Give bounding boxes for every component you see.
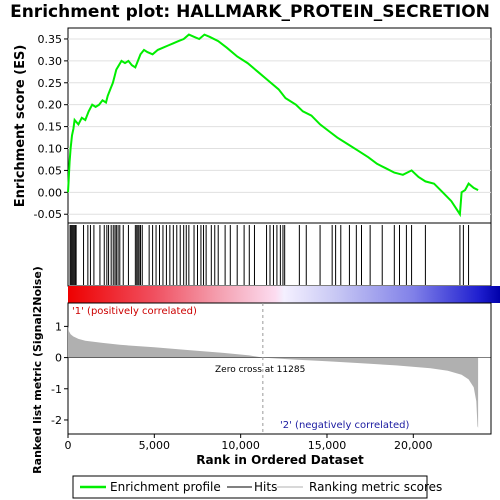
xtick-label: 5,000	[139, 439, 171, 452]
rank-color-bar-fill	[68, 286, 500, 303]
metric-ytick-label: 0	[55, 352, 62, 365]
metric-xticks: 0 5,000 10,000 15,000 20,000	[65, 434, 433, 452]
es-y-axis-label: Enrichment score (ES)	[13, 45, 28, 208]
metric-panel-frame	[67, 302, 492, 435]
es-ytick-label: 0.20	[38, 99, 63, 112]
es-ytick-label: -0.05	[34, 208, 62, 221]
es-ytick-label: 0.25	[38, 77, 63, 90]
legend: Enrichment profile Hits Ranking metric s…	[72, 475, 442, 499]
xtick-label: 0	[65, 439, 72, 452]
metric-y-axis-label: Ranked list metric (Signal2Noise)	[31, 266, 44, 474]
es-panel: -0.05 0.00 0.05 0.10 0.15 0.20 0.25 0.30 0.35 En…	[13, 27, 492, 224]
rank-color-bar	[68, 286, 500, 303]
metric-ytick-label: -2	[51, 414, 62, 427]
x-axis-label: Rank in Ordered Dataset	[196, 453, 364, 467]
es-yticks: -0.05 0.00 0.05 0.10 0.15 0.20 0.25 0.30 0.35	[34, 33, 491, 221]
es-panel-frame	[67, 27, 492, 224]
xtick-label: 10,000	[221, 439, 260, 452]
hit-markers	[69, 225, 470, 285]
metric-yticks: -2 -1 0 1	[51, 320, 68, 427]
es-ytick-label: 0.15	[38, 121, 63, 134]
ranking-metric-area	[68, 325, 479, 428]
es-ytick-label: 0.05	[38, 164, 63, 177]
legend-enrichment-label: Enrichment profile	[110, 480, 221, 494]
es-ytick-label: 0.10	[38, 143, 63, 156]
metric-ytick-label: -1	[51, 383, 62, 396]
es-ytick-label: 0.00	[38, 186, 63, 199]
hits-panel-frame	[67, 222, 492, 287]
zero-cross-label: Zero cross at 11285	[215, 365, 305, 375]
legend-metric-label: Ranking metric scores	[309, 480, 442, 494]
chart-title: Enrichment plot: HALLMARK_PROTEIN_SECRET…	[10, 2, 490, 22]
metric-ytick-label: 1	[55, 320, 62, 333]
hits-panel	[67, 222, 492, 287]
negative-correlation-label: '2' (negatively correlated)	[280, 420, 409, 431]
xtick-label: 15,000	[308, 439, 347, 452]
legend-hits-label: Hits	[254, 480, 277, 494]
xtick-label: 20,000	[394, 439, 433, 452]
enrichment-profile-line	[67, 33, 479, 218]
es-ytick-label: 0.35	[38, 33, 63, 46]
es-ytick-label: 0.30	[38, 55, 63, 68]
metric-panel: -2 -1 0 1 0 5,000 10,000 15,000 20,000 '1' (pos…	[31, 266, 492, 474]
positive-correlation-label: '1' (positively correlated)	[72, 306, 197, 317]
